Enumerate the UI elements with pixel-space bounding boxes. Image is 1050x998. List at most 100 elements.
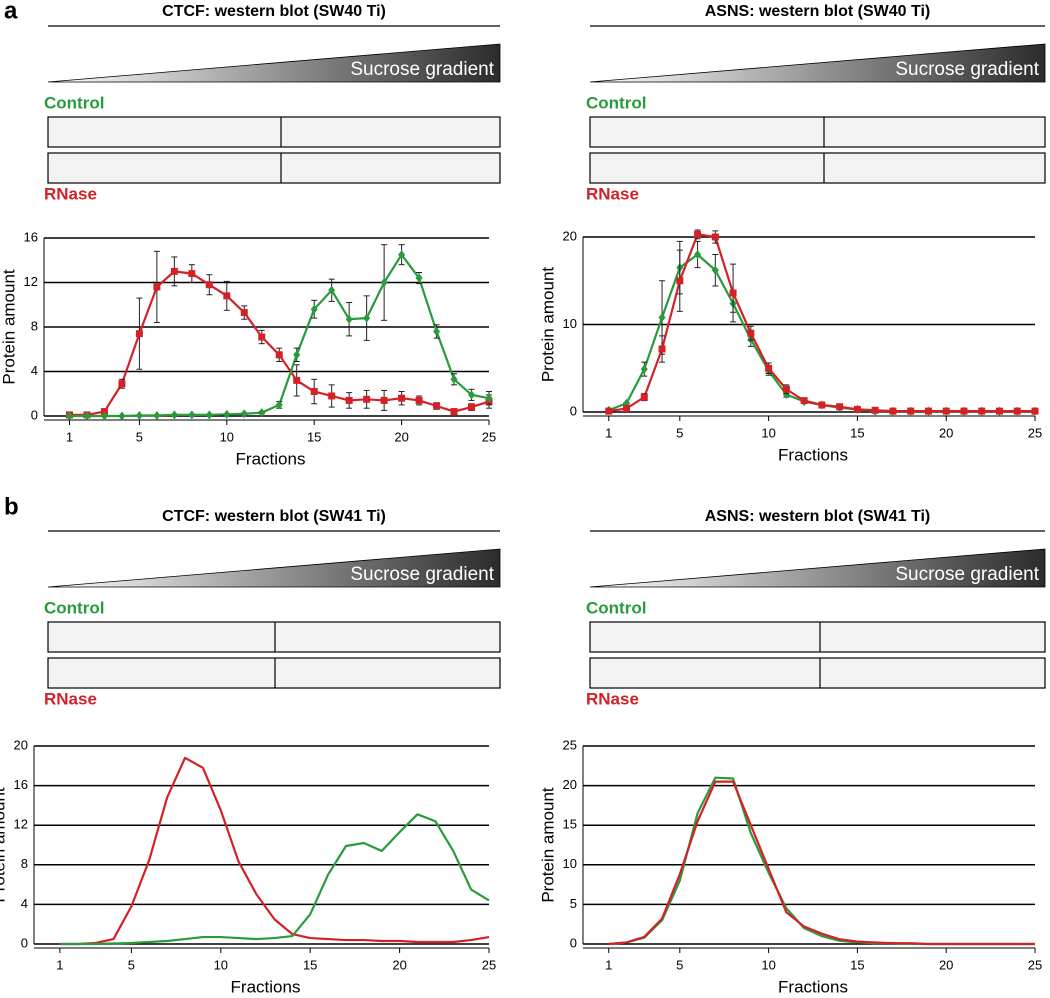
marker [398, 250, 406, 260]
y-axis-label: Protein amount [0, 269, 18, 385]
marker [640, 364, 648, 374]
gradient-label: Sucrose gradient [895, 59, 1039, 80]
series-line [608, 780, 1035, 946]
x-tick-label: 20 [394, 429, 408, 444]
x-tick-label: 20 [939, 425, 953, 440]
x-tick-label: 15 [303, 957, 317, 972]
y-tick-label: 20 [563, 228, 577, 243]
chart-title: ASNS: western blot (SW40 Ti) [705, 3, 931, 20]
x-tick-label: 10 [761, 957, 775, 972]
marker [170, 410, 178, 420]
series-line [69, 270, 490, 416]
blot [47, 116, 501, 148]
marker [310, 388, 318, 396]
marker [468, 390, 476, 400]
marker [729, 289, 737, 297]
marker [658, 345, 666, 353]
chart-title: CTCF: western blot (SW40 Ti) [162, 3, 386, 20]
marker [907, 407, 915, 415]
marker [711, 265, 719, 275]
marker [293, 376, 301, 384]
y-tick-label: 0 [570, 403, 577, 418]
marker [118, 380, 126, 388]
marker [853, 405, 861, 413]
blot-label: Control [586, 598, 646, 617]
series-line [59, 756, 490, 946]
marker [135, 330, 143, 338]
blot [47, 152, 501, 184]
series-line [608, 776, 1035, 946]
series-line [59, 813, 490, 946]
marker [328, 285, 336, 295]
x-tick-label: 25 [1028, 957, 1042, 972]
y-tick-label: 12 [14, 817, 28, 832]
marker [205, 410, 213, 420]
x-tick-label: 1 [605, 957, 612, 972]
marker [188, 270, 196, 278]
marker [960, 407, 968, 415]
series-line [69, 253, 490, 418]
x-tick-label: 5 [676, 957, 683, 972]
gradient-label: Sucrose gradient [350, 59, 494, 80]
marker [205, 281, 213, 289]
y-tick-label: 25 [563, 737, 577, 752]
marker [450, 408, 458, 416]
marker [871, 406, 879, 414]
blot [589, 152, 1046, 184]
y-tick-label: 4 [31, 363, 38, 378]
marker [711, 233, 719, 241]
blot-label: Control [44, 598, 104, 617]
series-line [608, 253, 1035, 413]
y-tick-label: 16 [14, 777, 28, 792]
y-tick-label: 15 [563, 817, 577, 832]
y-tick-label: 0 [31, 407, 38, 422]
y-tick-label: 20 [14, 737, 28, 752]
marker [345, 396, 353, 404]
y-tick-label: 16 [24, 229, 38, 244]
marker [485, 393, 493, 403]
y-axis-label: Protein amount [538, 787, 557, 903]
x-axis-label: Fractions [778, 977, 848, 993]
marker [942, 407, 950, 415]
marker [118, 411, 126, 421]
marker [380, 396, 388, 404]
marker [328, 392, 336, 400]
x-tick-label: 1 [56, 957, 63, 972]
marker [398, 394, 406, 402]
panel-label: a [4, 0, 18, 24]
marker [188, 410, 196, 420]
marker [240, 309, 248, 317]
marker [415, 273, 423, 283]
y-tick-label: 20 [563, 777, 577, 792]
y-tick-label: 0 [21, 935, 28, 950]
marker [640, 393, 648, 401]
x-tick-label: 1 [605, 425, 612, 440]
marker [275, 400, 283, 410]
marker [223, 292, 231, 300]
marker [258, 408, 266, 418]
series-line [608, 233, 1035, 413]
x-tick-label: 10 [214, 957, 228, 972]
blot-label: Control [44, 93, 104, 112]
blot [47, 621, 501, 653]
x-tick-label: 5 [676, 425, 683, 440]
marker [258, 333, 266, 341]
chart-title: CTCF: western blot (SW41 Ti) [162, 508, 386, 525]
x-tick-label: 1 [66, 429, 73, 444]
x-tick-label: 20 [939, 957, 953, 972]
marker [623, 405, 631, 412]
marker [433, 402, 441, 410]
x-tick-label: 25 [482, 429, 496, 444]
blot-label: RNase [586, 689, 639, 708]
blot-label: RNase [586, 184, 639, 203]
blot [589, 116, 1046, 148]
y-tick-label: 10 [563, 316, 577, 331]
blot [47, 657, 501, 689]
blot [589, 621, 1046, 653]
blot [589, 657, 1046, 689]
marker [363, 395, 371, 403]
marker [135, 410, 143, 420]
y-tick-label: 8 [31, 318, 38, 333]
x-axis-label: Fractions [231, 977, 301, 993]
